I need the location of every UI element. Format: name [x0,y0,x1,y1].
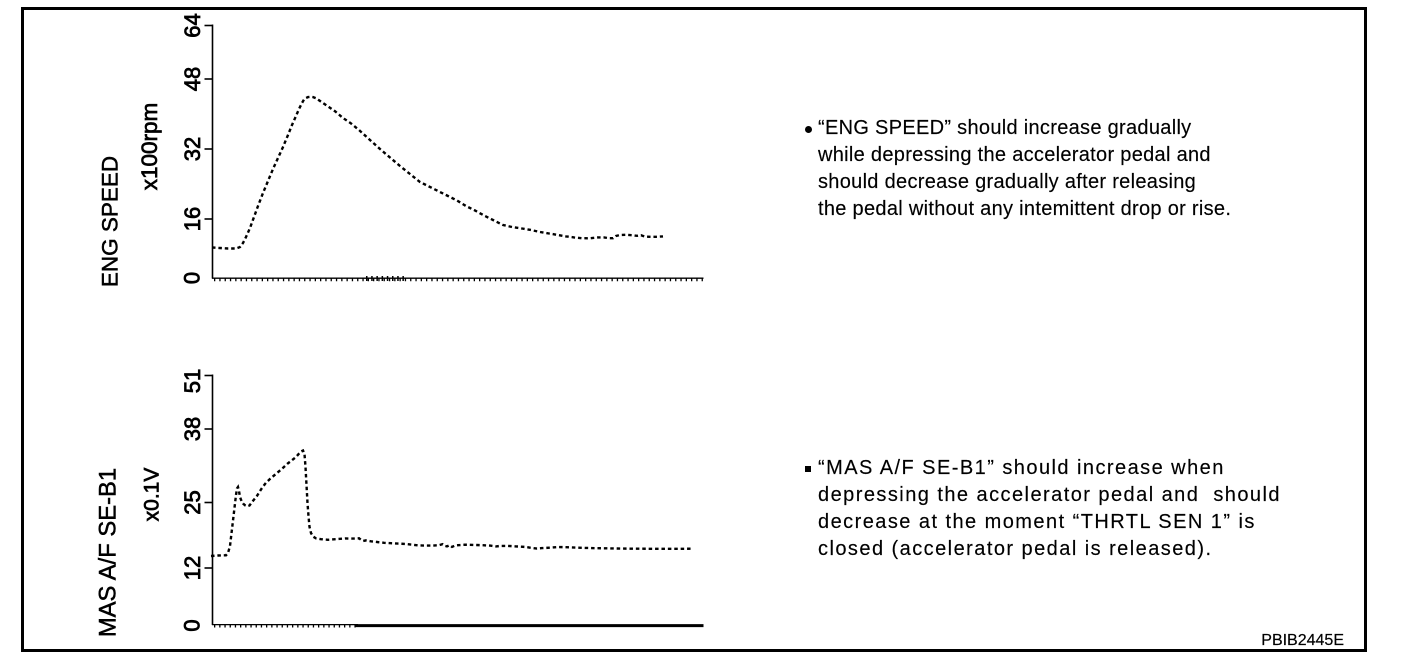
svg-text:16: 16 [180,207,205,231]
svg-text:12: 12 [180,556,205,580]
svg-text:48: 48 [180,67,205,91]
svg-text:51: 51 [180,369,205,393]
svg-text:38: 38 [180,417,205,441]
svg-text:0: 0 [180,619,205,631]
svg-text:MAS A/F SE-B1: MAS A/F SE-B1 [95,468,122,637]
svg-text:x0.1V: x0.1V [141,468,164,522]
svg-text:x100rpm: x100rpm [137,103,162,191]
svg-text:32: 32 [180,137,205,161]
svg-text:25: 25 [180,490,205,514]
svg-text:0: 0 [180,272,205,284]
svg-text:64: 64 [180,13,205,37]
svg-text:ENG SPEED: ENG SPEED [98,156,123,287]
